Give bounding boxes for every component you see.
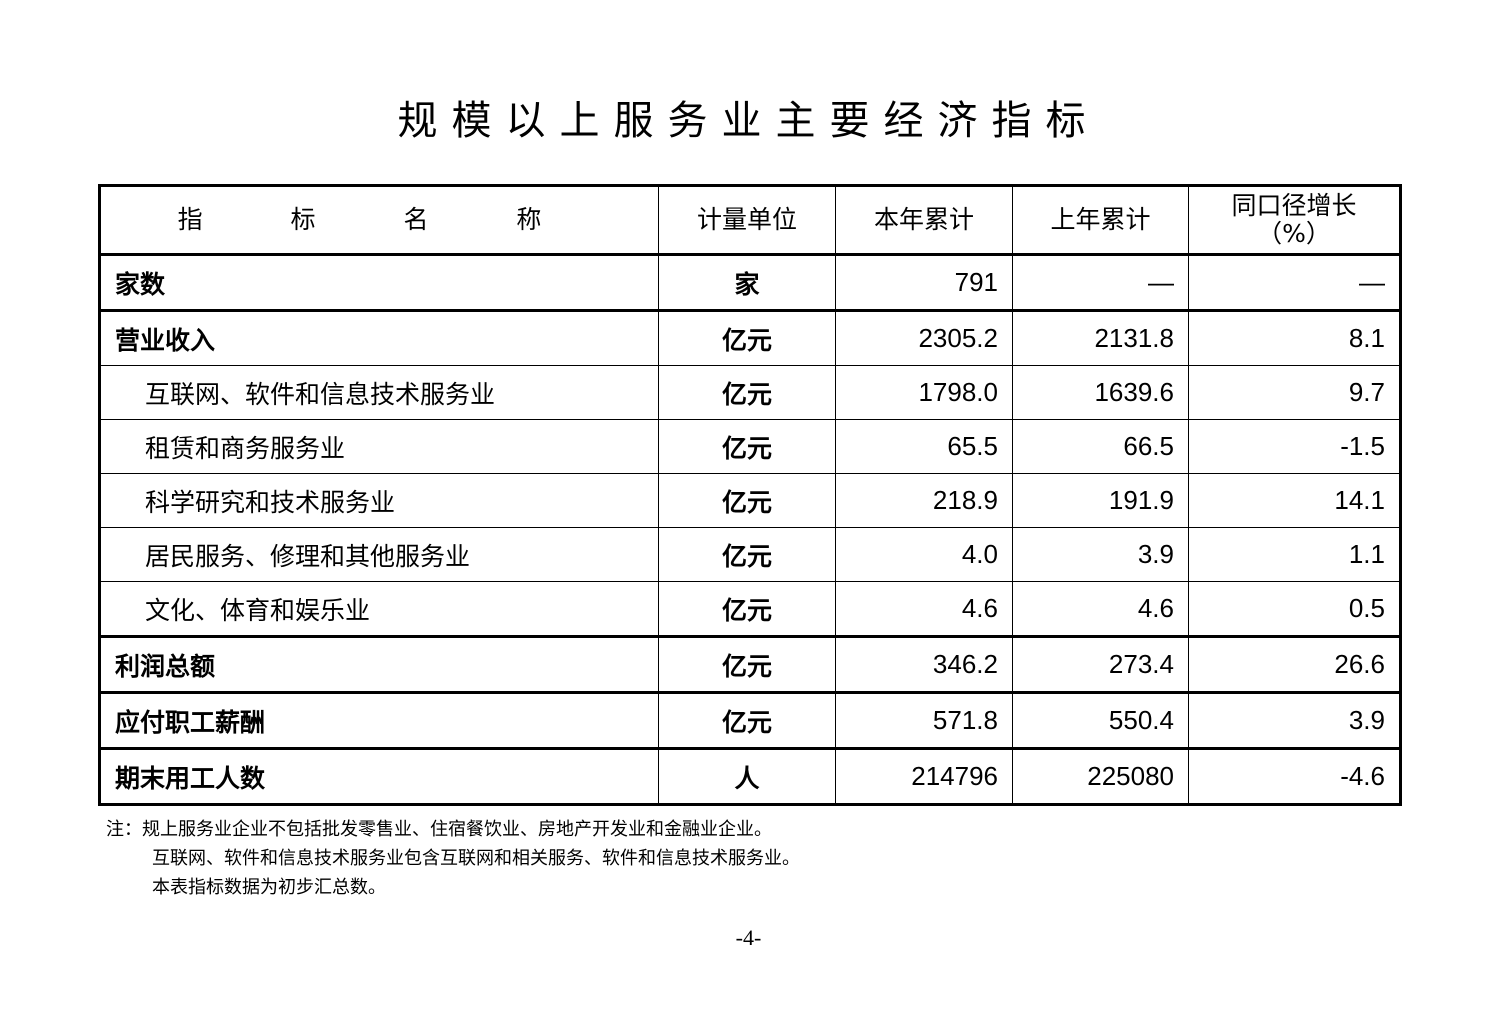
indicator-table: 指 标 名 称 计量单位 本年累计 上年累计 同口径增长 （%） 家数家 791— —… — [98, 184, 1402, 806]
previous-year-value: 225080 — [1012, 747, 1189, 805]
unit: 亿元 — [658, 635, 836, 693]
unit: 亿元 — [658, 581, 836, 637]
current-year-value: 571.8 — [835, 691, 1013, 749]
growth-value: — — [1188, 254, 1401, 311]
header-growth: 同口径增长 （%） — [1188, 185, 1401, 256]
table-row: 期末用工人数人 214796 225080 -4.6 — [99, 747, 1401, 805]
current-year-value: 4.6 — [835, 581, 1013, 637]
previous-year-value: 550.4 — [1012, 691, 1189, 749]
header-previous-year: 上年累计 — [1012, 185, 1189, 256]
current-year-value: 346.2 — [835, 635, 1013, 693]
table-row: 应付职工薪酬 亿元 571.8 550.4 3.9 — [99, 691, 1401, 749]
unit: 家 — [658, 254, 836, 311]
previous-year-value: — — [1012, 254, 1189, 311]
indicator-name: 租赁和商务服务业 — [99, 419, 659, 474]
table-row: 家数家 791— — — [99, 254, 1401, 311]
current-year-value: 4.0 — [835, 527, 1013, 582]
notes: 注：规上服务业企业不包括批发零售业、住宿餐饮业、房地产开发业和金融业企业。 互联… — [106, 815, 800, 902]
current-year-value: 791 — [835, 254, 1013, 311]
indicator-name: 互联网、软件和信息技术服务业 — [99, 365, 659, 420]
indicator-name: 应付职工薪酬 — [99, 691, 659, 749]
growth-value: 8.1 — [1188, 309, 1401, 366]
table-header-row: 指 标 名 称 计量单位 本年累计 上年累计 同口径增长 （%） — [99, 185, 1401, 256]
header-current-year: 本年累计 — [835, 185, 1013, 256]
previous-year-value: 273.4 — [1012, 635, 1189, 693]
table-row: 利润总额 亿元 346.2 273.4 26.6 — [99, 635, 1401, 693]
current-year-value: 214796 — [835, 747, 1013, 805]
page-number: -4- — [735, 925, 762, 950]
indicator-name: 营业收入 — [99, 309, 659, 366]
previous-year-value: 4.6 — [1012, 581, 1189, 637]
previous-year-value: 1639.6 — [1012, 365, 1189, 420]
table-row: 居民服务、修理和其他服务业 亿元 4.0 3.9 1.1 — [99, 527, 1401, 582]
previous-year-value: 2131.8 — [1012, 309, 1189, 366]
growth-value: 9.7 — [1188, 365, 1401, 420]
growth-value: 0.5 — [1188, 581, 1401, 637]
table-row: 文化、体育和娱乐业 亿元 4.6 4.6 0.5 — [99, 581, 1401, 637]
previous-year-value: 3.9 — [1012, 527, 1189, 582]
previous-year-value: 66.5 — [1012, 419, 1189, 474]
current-year-value: 2305.2 — [835, 309, 1013, 366]
unit: 亿元 — [658, 419, 836, 474]
page-title: 规模以上服务业主要经济指标 — [397, 98, 1100, 144]
indicator-name: 家数 — [99, 254, 659, 311]
note-line: 注：规上服务业企业不包括批发零售业、住宿餐饮业、房地产开发业和金融业企业。 — [106, 819, 772, 840]
indicator-name: 居民服务、修理和其他服务业 — [99, 527, 659, 582]
table-row: 营业收入 亿元 2305.2 2131.8 8.1 — [99, 309, 1401, 366]
growth-value: 26.6 — [1188, 635, 1401, 693]
current-year-value: 65.5 — [835, 419, 1013, 474]
note-line: 互联网、软件和信息技术服务业包含互联网和相关服务、软件和信息技术服务业。 — [152, 848, 800, 869]
unit: 亿元 — [658, 691, 836, 749]
header-indicator-name: 指 标 名 称 — [99, 185, 659, 256]
note-line: 本表指标数据为初步汇总数。 — [152, 877, 386, 898]
indicator-name: 期末用工人数 — [99, 747, 659, 805]
table-row: 科学研究和技术服务业 亿元 218.9 191.9 14.1 — [99, 473, 1401, 528]
growth-value: -1.5 — [1188, 419, 1401, 474]
indicator-name: 科学研究和技术服务业 — [99, 473, 659, 528]
indicator-name: 文化、体育和娱乐业 — [99, 581, 659, 637]
growth-value: 1.1 — [1188, 527, 1401, 582]
unit: 亿元 — [658, 365, 836, 420]
unit: 人 — [658, 747, 836, 805]
indicator-name: 利润总额 — [99, 635, 659, 693]
current-year-value: 218.9 — [835, 473, 1013, 528]
header-unit: 计量单位 — [658, 185, 836, 256]
growth-value: 14.1 — [1188, 473, 1401, 528]
current-year-value: 1798.0 — [835, 365, 1013, 420]
unit: 亿元 — [658, 527, 836, 582]
unit: 亿元 — [658, 473, 836, 528]
table-row: 租赁和商务服务业 亿元 65.5 66.5 -1.5 — [99, 419, 1401, 474]
table-row: 互联网、软件和信息技术服务业 亿元 1798.0 1639.6 9.7 — [99, 365, 1401, 420]
growth-value: 3.9 — [1188, 691, 1401, 749]
unit: 亿元 — [658, 309, 836, 366]
previous-year-value: 191.9 — [1012, 473, 1189, 528]
growth-value: -4.6 — [1188, 747, 1401, 805]
